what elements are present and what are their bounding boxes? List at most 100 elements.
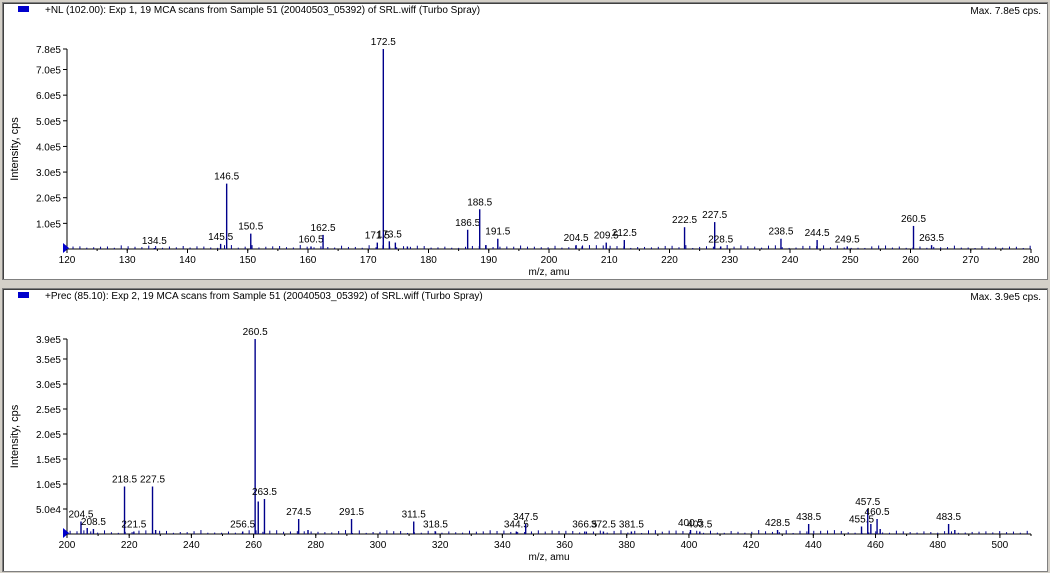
baseline-marker-icon: [63, 243, 69, 253]
y-tick-label: 3.9e5: [36, 335, 61, 346]
x-tick-label: 460: [867, 540, 884, 551]
x-tick-label: 380: [618, 540, 635, 551]
x-tick-label: 400: [681, 540, 698, 551]
peak-label: 209.5: [594, 231, 619, 242]
y-tick-label: 1.0e5: [36, 219, 61, 230]
peak-label: 460.5: [865, 507, 890, 518]
spectrum-panel-nl: +NL (102.00): Exp 1, 19 MCA scans from S…: [2, 2, 1048, 280]
x-tick-label: 420: [743, 540, 760, 551]
peak-label: 400.5: [678, 518, 703, 529]
trace-color-marker: [18, 6, 29, 12]
x-tick-label: 340: [494, 540, 511, 551]
peak-label: 381.5: [619, 520, 644, 531]
peak-label: 212.5: [612, 228, 637, 239]
y-tick-label: 1.5e5: [36, 455, 61, 466]
y-tick-label: 3.0e5: [36, 168, 61, 179]
x-tick-label: 130: [119, 255, 136, 266]
peak-label: 204.5: [68, 510, 93, 521]
x-tick-label: 280: [1023, 255, 1040, 266]
peak-label: 238.5: [768, 227, 793, 238]
peak-label: 366.5: [572, 520, 597, 531]
y-tick-label: 7.0e5: [36, 66, 61, 77]
x-tick-label: 440: [805, 540, 822, 551]
peak-label: 260.5: [901, 214, 926, 225]
x-tick-label: 200: [541, 255, 558, 266]
y-tick-label: 2.0e5: [36, 430, 61, 441]
x-tick-label: 190: [480, 255, 497, 266]
peak-label: 372.5: [591, 520, 616, 531]
y-axis-label: Intensity, cps: [9, 117, 21, 181]
x-tick-label: 280: [307, 540, 324, 551]
x-tick-label: 240: [183, 540, 200, 551]
x-tick-label: 120: [59, 255, 76, 266]
spectrum-panel-prec: +Prec (85.10): Exp 2, 19 MCA scans from …: [2, 288, 1048, 572]
peak-label: 188.5: [467, 197, 492, 208]
peak-label: 204.5: [564, 233, 589, 244]
peak-label: 171.5: [365, 231, 390, 242]
peak-label: 274.5: [286, 507, 311, 518]
peak-label: 403.5: [687, 520, 712, 531]
x-tick-label: 140: [179, 255, 196, 266]
peak-label: 172.5: [371, 37, 396, 48]
max-intensity-label: Max. 3.9e5 cps.: [970, 292, 1041, 303]
peak-label: 150.5: [238, 222, 263, 233]
y-tick-label: 2.5e5: [36, 405, 61, 416]
x-axis-label: m/z, amu: [528, 552, 569, 563]
peak-label: 160.5: [298, 234, 323, 245]
x-tick-label: 240: [782, 255, 799, 266]
peak-label: 291.5: [339, 507, 364, 518]
peak-label: 438.5: [796, 512, 821, 523]
panel-title: +NL (102.00): Exp 1, 19 MCA scans from S…: [45, 5, 481, 16]
x-tick-label: 210: [601, 255, 618, 266]
x-tick-label: 320: [432, 540, 449, 551]
x-tick-label: 260: [902, 255, 919, 266]
peak-label: 344.5: [504, 520, 529, 531]
peak-label: 134.5: [142, 236, 167, 247]
peak-label: 260.5: [243, 327, 268, 338]
x-tick-label: 260: [245, 540, 262, 551]
x-tick-label: 500: [992, 540, 1009, 551]
peak-label: 311.5: [402, 510, 427, 521]
peak-label: 221.5: [121, 520, 146, 531]
peak-label: 256.5: [230, 520, 255, 531]
x-tick-label: 230: [721, 255, 738, 266]
peak-label: 145.5: [208, 232, 233, 243]
spectrum-chart[interactable]: 200 220 240 260 280 300 320 340 360 380 400 420 440 4…: [3, 289, 1047, 571]
peak-label: 218.5: [112, 475, 137, 486]
x-tick-label: 220: [661, 255, 678, 266]
x-axis-label: m/z, amu: [528, 267, 569, 278]
y-tick-label: 2.0e5: [36, 194, 61, 205]
y-tick-label: 4.0e5: [36, 142, 61, 153]
peak-label: 318.5: [423, 520, 448, 531]
y-tick-label: 3.0e5: [36, 380, 61, 391]
max-intensity-label: Max. 7.8e5 cps.: [970, 6, 1041, 17]
spectrum-chart[interactable]: 120 130 140 150 160 170 180 190 200 210 220 230 240 2…: [3, 3, 1047, 279]
x-tick-label: 160: [300, 255, 317, 266]
peak-label: 186.5: [455, 218, 480, 229]
x-tick-label: 270: [962, 255, 979, 266]
x-tick-label: 180: [420, 255, 437, 266]
peak-label: 208.5: [81, 517, 106, 528]
x-tick-label: 250: [842, 255, 859, 266]
peak-label: 455.5: [849, 515, 874, 526]
peak-label: 228.5: [708, 234, 733, 245]
y-tick-label: 5.0e5: [36, 117, 61, 128]
x-tick-label: 360: [556, 540, 573, 551]
peak-label: 191.5: [485, 227, 510, 238]
peak-label: 457.5: [855, 497, 880, 508]
y-axis-label: Intensity, cps: [9, 404, 21, 468]
x-tick-label: 300: [370, 540, 387, 551]
peak-label: 222.5: [672, 215, 697, 226]
panel-title: +Prec (85.10): Exp 2, 19 MCA scans from …: [45, 291, 483, 302]
trace-color-marker: [18, 292, 29, 298]
peak-label: 347.5: [513, 512, 538, 523]
x-tick-label: 480: [929, 540, 946, 551]
baseline-marker-icon: [63, 528, 69, 538]
peak-label: 483.5: [936, 512, 961, 523]
peak-label: 146.5: [214, 172, 239, 183]
y-tick-label: 6.0e5: [36, 91, 61, 102]
x-tick-label: 200: [59, 540, 76, 551]
y-tick-label: 1.0e5: [36, 480, 61, 491]
peak-label: 428.5: [765, 518, 790, 529]
peak-label: 162.5: [311, 223, 336, 234]
